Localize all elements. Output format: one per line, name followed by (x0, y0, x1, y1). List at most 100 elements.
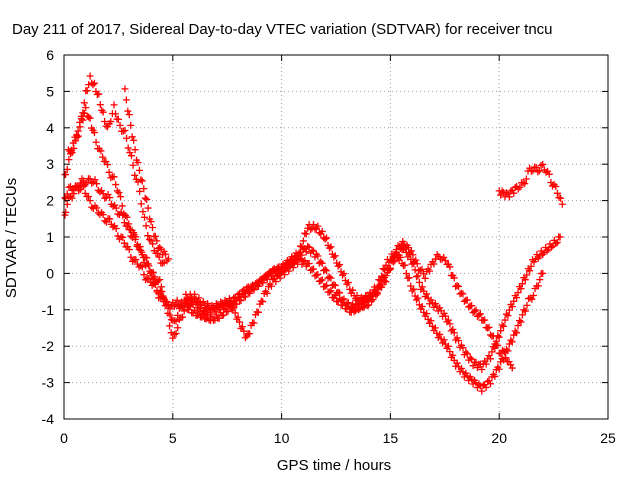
data-point-marker (323, 267, 331, 275)
data-point-marker (410, 285, 418, 293)
data-point-marker (138, 177, 146, 185)
data-point-marker (395, 251, 403, 259)
data-point-marker (185, 302, 193, 310)
data-point-marker (177, 303, 185, 311)
data-point-marker (84, 192, 92, 200)
axes: 0 5 10 15 20 25 -4 -3 -2 -1 0 1 2 3 4 5 6 (42, 47, 616, 446)
data-point-marker (463, 350, 471, 358)
data-point-marker (68, 186, 76, 194)
data-point-marker (431, 324, 439, 332)
data-point-marker (130, 229, 138, 237)
data-point-marker (149, 240, 157, 248)
data-point-marker (89, 81, 97, 89)
x-tick-label: 25 (600, 430, 616, 446)
data-point-marker (359, 297, 367, 305)
data-point-marker (164, 255, 172, 263)
data-point-marker (202, 310, 210, 318)
data-point-marker (500, 322, 508, 330)
data-point-marker (340, 299, 348, 307)
data-point-marker (444, 316, 452, 324)
data-point-marker (365, 296, 373, 304)
data-point-marker (436, 330, 444, 338)
data-point-marker (127, 152, 135, 160)
data-point-marker (101, 117, 109, 125)
data-point-marker (120, 219, 128, 227)
data-point-marker (112, 204, 120, 212)
data-point-marker (135, 166, 143, 174)
data-point-marker (130, 136, 138, 144)
data-point-marker (118, 202, 126, 210)
data-point-marker (114, 232, 122, 240)
data-point-marker (413, 260, 421, 268)
data-point-marker (369, 292, 377, 300)
data-point-marker (199, 298, 207, 306)
data-point-marker (327, 243, 335, 251)
data-point-marker (180, 307, 188, 315)
data-point-marker (498, 187, 506, 195)
data-point-marker (446, 263, 454, 271)
data-point-marker (116, 121, 124, 129)
data-point-marker (86, 114, 94, 122)
data-point-marker (263, 275, 271, 283)
data-point-marker (149, 268, 157, 276)
y-tick-label: -1 (42, 302, 55, 318)
y-tick-label: -4 (42, 411, 55, 427)
y-tick-label: 0 (46, 265, 54, 281)
data-point-marker (508, 364, 516, 372)
data-point-marker (373, 289, 381, 297)
data-point-marker (98, 187, 106, 195)
data-point-marker (450, 274, 458, 282)
data-point-marker (444, 342, 452, 350)
data-point-marker (143, 254, 151, 262)
data-point-marker (327, 274, 335, 282)
data-point-marker (156, 276, 164, 284)
data-point-marker (93, 204, 101, 212)
data-point-marker (497, 327, 505, 335)
data-point-marker (112, 224, 120, 232)
data-point-marker (62, 171, 70, 179)
data-point-marker (296, 242, 304, 250)
data-point-marker (170, 330, 178, 338)
data-point-marker (391, 252, 399, 260)
data-point-marker (105, 168, 113, 176)
data-point-marker (317, 258, 325, 266)
data-point-marker (237, 293, 245, 301)
data-point-marker (136, 243, 144, 251)
data-point-marker (272, 278, 280, 286)
data-point-marker (144, 232, 152, 240)
data-point-marker (259, 279, 267, 287)
data-point-marker (498, 321, 506, 329)
data-point-marker (485, 352, 493, 360)
data-point-marker (459, 290, 467, 298)
data-point-marker (539, 269, 547, 277)
data-point-marker (267, 271, 275, 279)
data-point-marker (80, 99, 88, 107)
data-point-marker (501, 316, 509, 324)
data-point-marker (453, 282, 461, 290)
data-point-marker (334, 262, 342, 270)
data-point-marker (382, 272, 390, 280)
data-point-marker (76, 185, 84, 193)
data-point-marker (330, 281, 338, 289)
data-point-marker (95, 90, 103, 98)
data-point-marker (145, 274, 153, 282)
data-point-marker (281, 271, 289, 279)
x-tick-label: 15 (383, 430, 399, 446)
data-point-marker (363, 295, 371, 303)
data-point-marker (79, 109, 87, 117)
data-point-marker (153, 237, 161, 245)
data-point-marker (455, 283, 463, 291)
y-tick-label: 6 (46, 47, 54, 63)
data-point-marker (153, 288, 161, 296)
data-point-marker (405, 274, 413, 282)
chart-title: Day 211 of 2017, Sidereal Day-to-day VTE… (12, 21, 553, 38)
data-point-marker (305, 260, 313, 268)
data-point-marker (462, 348, 470, 356)
data-point-marker (517, 285, 525, 293)
data-point-marker (508, 338, 516, 346)
data-point-marker (553, 189, 561, 197)
data-point-marker (545, 170, 553, 178)
data-point-marker (131, 236, 139, 244)
data-point-marker (138, 248, 146, 256)
